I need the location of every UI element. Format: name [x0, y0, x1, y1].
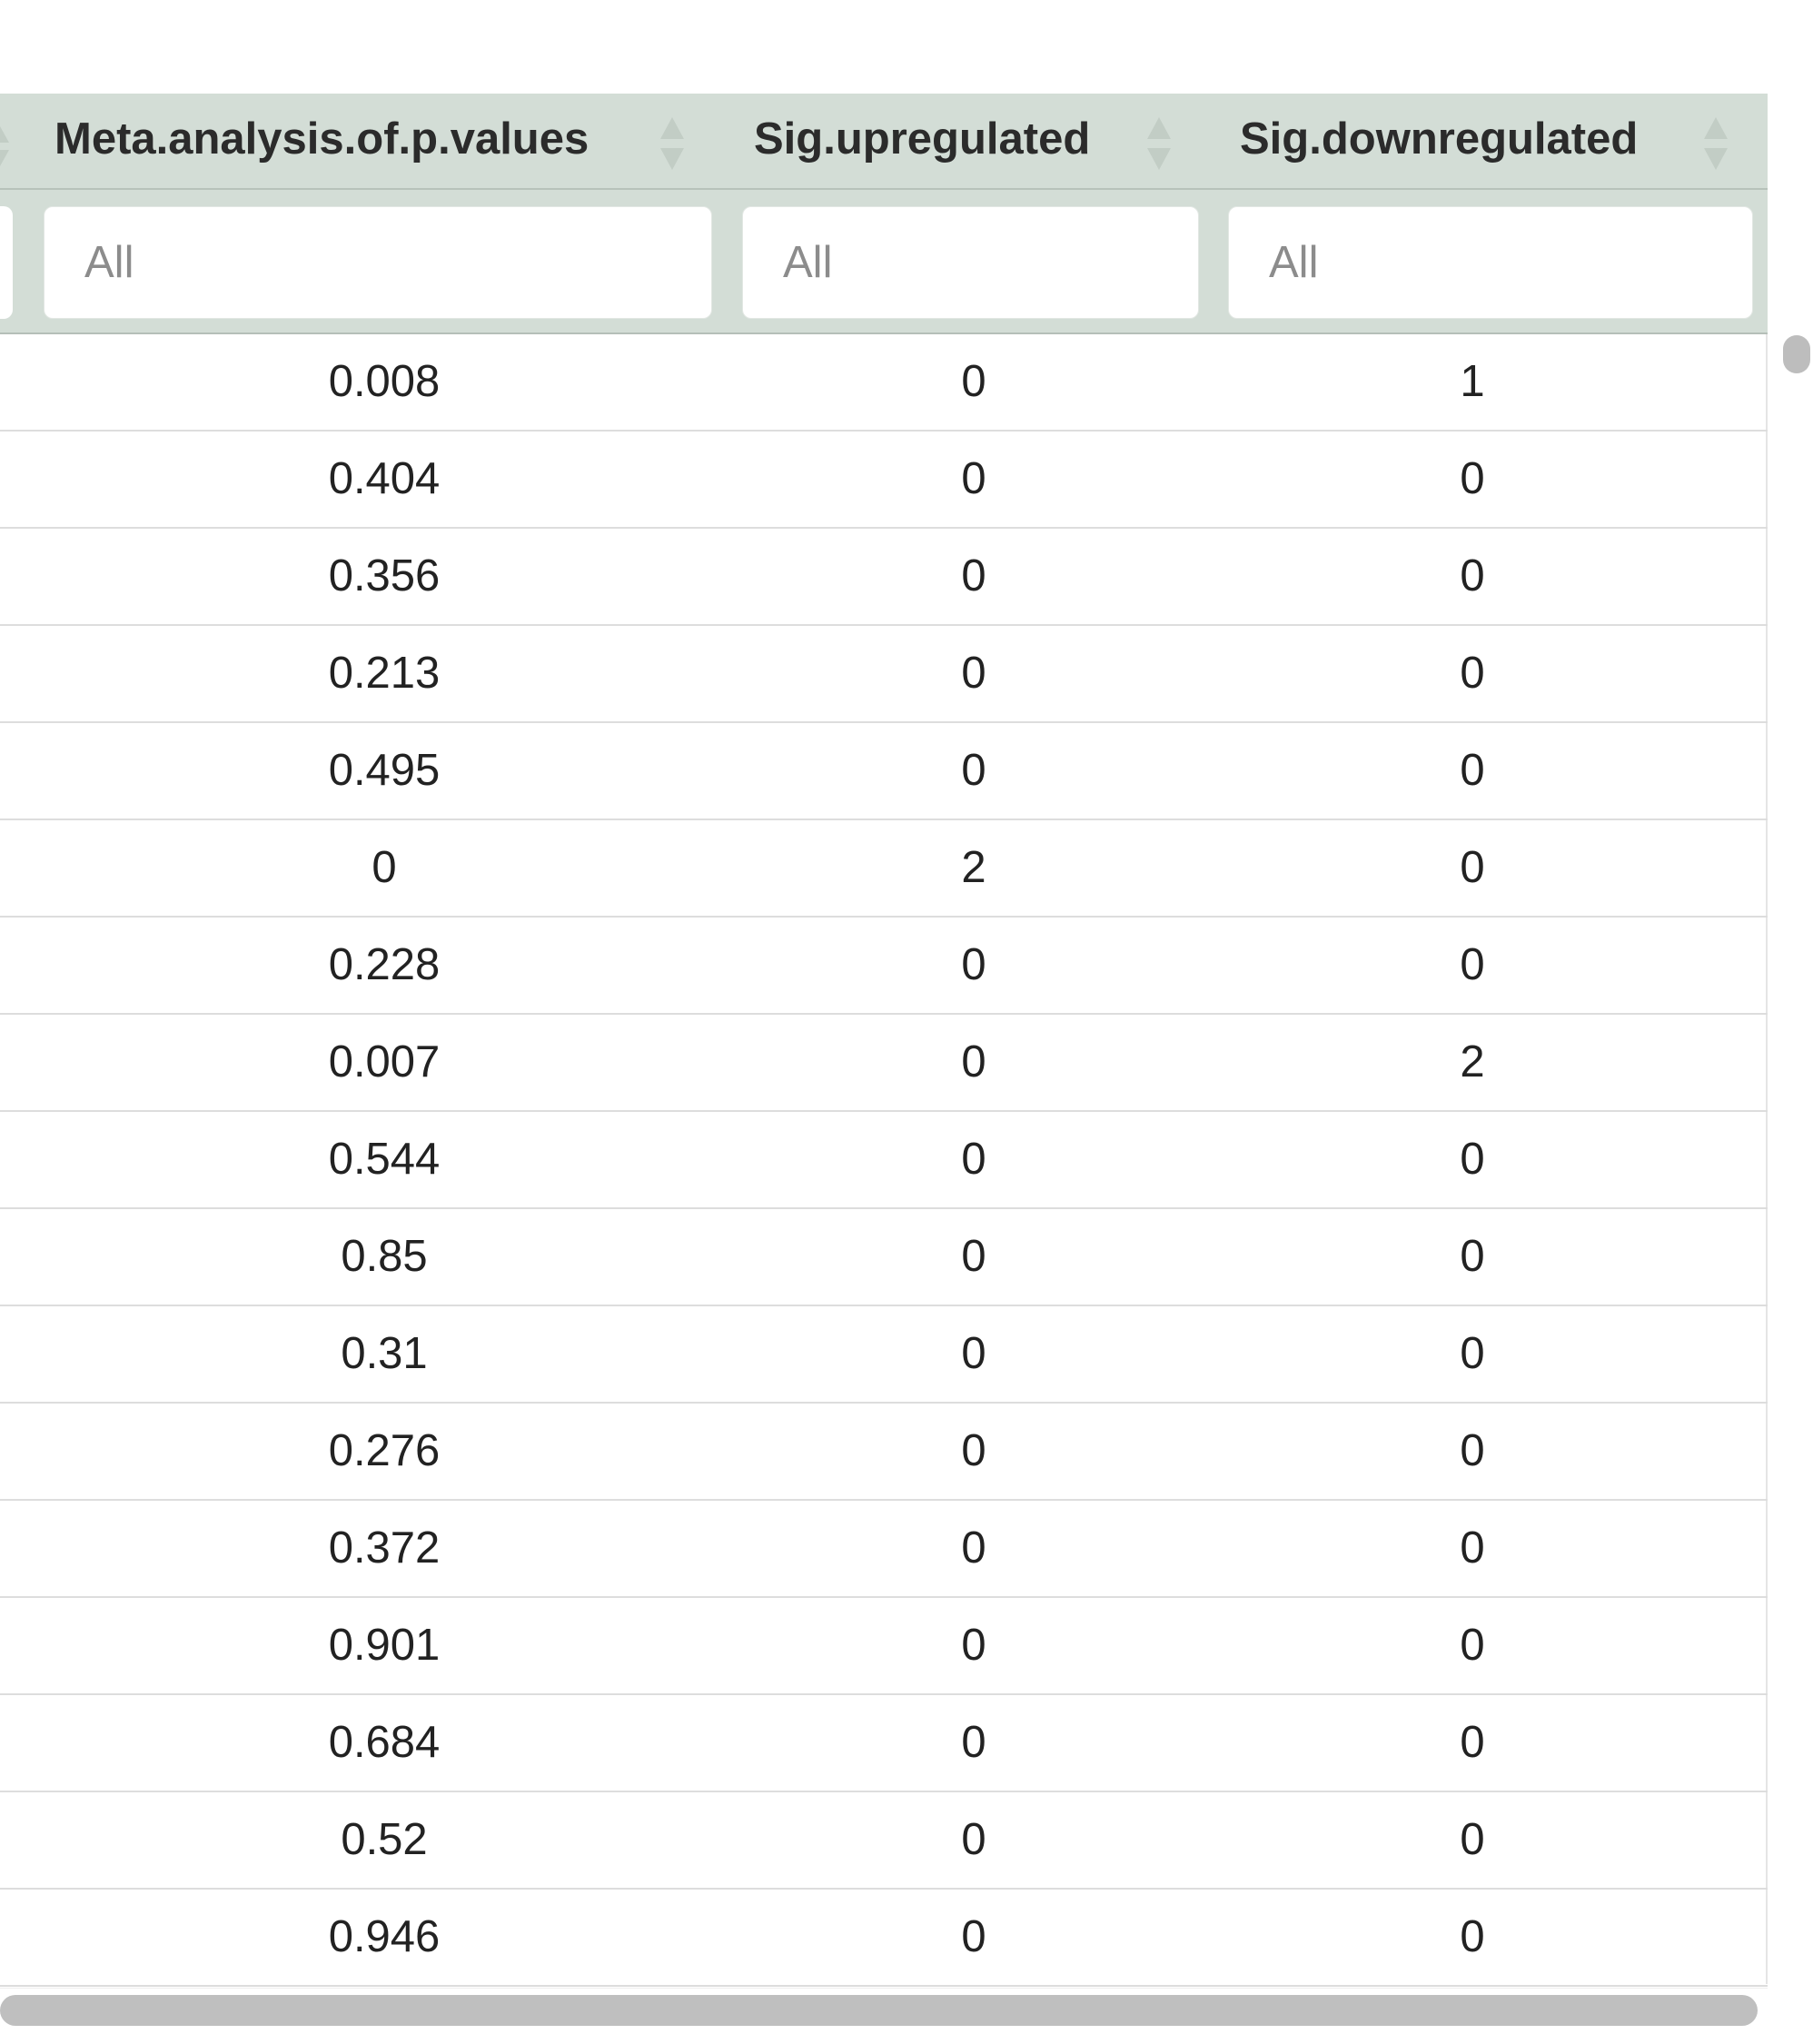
cell-sig-upregulated: 0: [961, 1912, 986, 1961]
cell-sig-upregulated: 0: [961, 1232, 986, 1281]
cell-sig-downregulated: 2: [1460, 1037, 1485, 1086]
table-body: 0.008 0 1 0.404 0 0 0.356 0 0 0.213 0 0 …: [0, 334, 1768, 1987]
column-header-label: Meta.analysis.of.p.values: [54, 114, 589, 164]
cell-meta-analysis: 0.52: [341, 1815, 428, 1864]
cell-meta-analysis: 0.007: [328, 1037, 441, 1086]
cell-sig-downregulated: 0: [1460, 1426, 1485, 1475]
cell-sig-upregulated: 0: [961, 454, 986, 503]
cell-meta-analysis: 0.901: [328, 1621, 441, 1670]
cell-sig-upregulated: 0: [961, 1621, 986, 1670]
cell-sig-downregulated: 0: [1460, 1718, 1485, 1767]
cell-sig-downregulated: 0: [1460, 551, 1485, 600]
cell-meta-analysis: 0.544: [328, 1135, 441, 1184]
filter-input-sig-upregulated[interactable]: [742, 206, 1199, 319]
filter-input-sig-downregulated[interactable]: [1228, 206, 1753, 319]
cell-sig-upregulated: 0: [961, 551, 986, 600]
cell-sig-upregulated: 0: [961, 1329, 986, 1378]
table-row[interactable]: 0 2 0: [0, 820, 1768, 918]
cell-sig-upregulated: 0: [961, 940, 986, 989]
table-row[interactable]: 0.495 0 0: [0, 723, 1768, 820]
table-row[interactable]: 0.008 0 1: [0, 334, 1768, 432]
cell-meta-analysis: 0.213: [328, 649, 441, 698]
sort-arrows-icon[interactable]: [1700, 114, 1731, 174]
vertical-scrollbar-thumb[interactable]: [1783, 335, 1810, 373]
data-table: Meta.analysis.of.p.values Sig.upregulate…: [0, 94, 1768, 1989]
cell-meta-analysis: 0: [372, 843, 397, 892]
table-row[interactable]: 0.404 0 0: [0, 432, 1768, 529]
cell-sig-upregulated: 0: [961, 1523, 986, 1573]
cell-meta-analysis: 0.008: [328, 357, 441, 406]
cell-meta-analysis: 0.31: [341, 1329, 428, 1378]
table-row[interactable]: 0.372 0 0: [0, 1501, 1768, 1598]
cell-meta-analysis: 0.684: [328, 1718, 441, 1767]
cell-sig-upregulated: 0: [961, 1426, 986, 1475]
cell-sig-downregulated: 1: [1460, 357, 1485, 406]
cell-meta-analysis: 0.404: [328, 454, 441, 503]
cell-meta-analysis: 0.276: [328, 1426, 441, 1475]
cell-sig-upregulated: 0: [961, 357, 986, 406]
cell-sig-downregulated: 0: [1460, 746, 1485, 795]
cell-sig-downregulated: 0: [1460, 940, 1485, 989]
horizontal-scrollbar-thumb[interactable]: [0, 1995, 1758, 2026]
cell-meta-analysis: 0.495: [328, 746, 441, 795]
cell-sig-downregulated: 0: [1460, 1329, 1485, 1378]
table-row[interactable]: 0.901 0 0: [0, 1598, 1768, 1695]
column-header-label: Sig.downregulated: [1240, 114, 1639, 164]
cell-sig-upregulated: 0: [961, 649, 986, 698]
cell-sig-upregulated: 0: [961, 1815, 986, 1864]
sort-arrows-icon[interactable]: [657, 114, 688, 174]
cell-sig-upregulated: 0: [961, 1718, 986, 1767]
table-row[interactable]: 0.213 0 0: [0, 626, 1768, 723]
table-row[interactable]: 0.356 0 0: [0, 529, 1768, 626]
cell-meta-analysis: 0.85: [341, 1232, 428, 1281]
table-row[interactable]: 0.31 0 0: [0, 1306, 1768, 1404]
cell-sig-downregulated: 0: [1460, 649, 1485, 698]
sort-arrows-icon[interactable]: [0, 126, 9, 166]
column-header-meta-analysis[interactable]: Meta.analysis.of.p.values: [0, 94, 713, 190]
cell-sig-upregulated: 0: [961, 1037, 986, 1086]
filter-input-partial[interactable]: [0, 206, 13, 319]
cell-sig-downregulated: 0: [1460, 1815, 1485, 1864]
cell-sig-upregulated: 0: [961, 746, 986, 795]
cell-meta-analysis: 0.228: [328, 940, 441, 989]
sort-arrows-icon[interactable]: [1144, 114, 1174, 174]
cell-sig-downregulated: 0: [1460, 1232, 1485, 1281]
filter-input-meta-analysis[interactable]: [44, 206, 712, 319]
cell-sig-downregulated: 0: [1460, 1523, 1485, 1573]
table-row[interactable]: 0.684 0 0: [0, 1695, 1768, 1792]
cell-meta-analysis: 0.356: [328, 551, 441, 600]
cell-sig-downregulated: 0: [1460, 843, 1485, 892]
cell-meta-analysis: 0.946: [328, 1912, 441, 1961]
cell-sig-downregulated: 0: [1460, 1621, 1485, 1670]
table-row[interactable]: 0.946 0 0: [0, 1890, 1768, 1987]
table-header: Meta.analysis.of.p.values Sig.upregulate…: [0, 94, 1768, 334]
table-row[interactable]: 0.52 0 0: [0, 1792, 1768, 1890]
column-header-sig-upregulated[interactable]: Sig.upregulated: [713, 94, 1201, 190]
cell-sig-upregulated: 0: [961, 1135, 986, 1184]
table-row[interactable]: 0.544 0 0: [0, 1112, 1768, 1209]
table-row[interactable]: 0.85 0 0: [0, 1209, 1768, 1306]
cell-sig-downregulated: 0: [1460, 1912, 1485, 1961]
cell-sig-downregulated: 0: [1460, 1135, 1485, 1184]
cell-sig-upregulated: 2: [961, 843, 986, 892]
table-row[interactable]: 0.228 0 0: [0, 918, 1768, 1015]
cell-sig-downregulated: 0: [1460, 454, 1485, 503]
table-row[interactable]: 0.276 0 0: [0, 1404, 1768, 1501]
table-row[interactable]: 0.007 0 2: [0, 1015, 1768, 1112]
cell-meta-analysis: 0.372: [328, 1523, 441, 1573]
column-header-label: Sig.upregulated: [754, 114, 1091, 164]
column-header-sig-downregulated[interactable]: Sig.downregulated: [1201, 94, 1768, 190]
